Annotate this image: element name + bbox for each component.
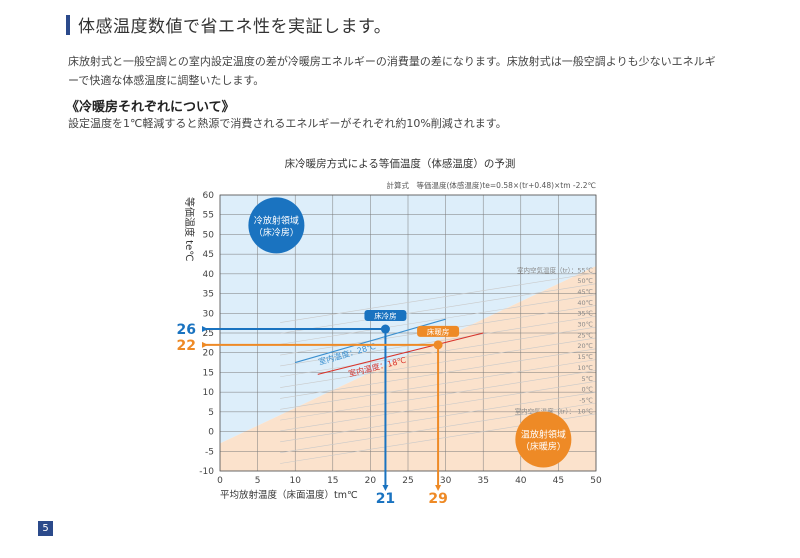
tr-label: 20℃ [577, 342, 593, 350]
page-description: 床放射式と一般空調との室内設定温度の差が冷暖房エネルギーの消費量の差になります。… [68, 55, 716, 87]
tr-label: 45℃ [577, 288, 593, 296]
tr-label: 0℃ [582, 386, 593, 394]
y-tick-label: 15 [203, 368, 214, 378]
plot-area: 室内空気温度（tr）：55℃50℃45℃40℃35℃30℃25℃20℃15℃10… [177, 191, 602, 507]
x-tick-label: 40 [515, 476, 527, 486]
y-tick-label: -10 [199, 467, 214, 477]
y-tick-label: 35 [203, 290, 214, 300]
tr-line [280, 283, 597, 334]
x-tick-label: 15 [327, 476, 338, 486]
heating-region-badge-label: 温放射領域 [521, 428, 566, 440]
cooling-v-arrow [382, 485, 389, 491]
section-description: 設定温度を1℃軽減すると熱源で消費されるエネルギーがそれぞれ約10%削減されます… [68, 117, 507, 130]
x-tick-label: 50 [590, 476, 602, 486]
page-header: 体感温度数値で省エネ性を実証します。 [66, 12, 391, 37]
tr-label: 40℃ [577, 299, 593, 307]
tr-label: 25℃ [577, 331, 593, 339]
heating-tag [417, 325, 460, 337]
cooling-y-callout: 26 [177, 322, 196, 338]
x-tick-label: 5 [255, 476, 261, 486]
cooling-region-badge-label: 冷放射領域 [254, 214, 299, 226]
heating-h-arrow [202, 341, 208, 348]
cooling-tag [364, 310, 407, 322]
chart-formula: 計算式 等価温度(体感温度)te=0.58×(tr+0.48)×tm -2.2℃ [386, 180, 596, 190]
cooling-region-badge-label: （床冷房） [254, 226, 299, 238]
heating-point [433, 340, 443, 350]
plot-frame [219, 194, 597, 472]
x-tick-label: 0 [217, 476, 223, 486]
chart-title: 床冷暖房方式による等価温度（体感温度）の予測 [285, 157, 516, 170]
y-tick-label: 50 [203, 230, 215, 240]
y-tick-label: 30 [203, 309, 215, 319]
x-axis-label: 平均放射温度（床面温度）tm℃ [220, 489, 358, 501]
tr-label: 室内空気温度（tr）：55℃ [517, 265, 593, 274]
y-tick-label: -5 [205, 447, 214, 457]
heating-y-callout: 22 [177, 338, 196, 354]
y-tick-label: 10 [203, 388, 215, 398]
x-tick-label: 45 [553, 476, 564, 486]
heating-tag-label: 床暖房 [427, 326, 450, 336]
tr-label: 10℃ [577, 364, 593, 372]
y-tick-label: 60 [203, 191, 215, 201]
heating-region-badge-label: （床暖房） [521, 440, 566, 452]
heating-x-callout: 29 [428, 491, 447, 507]
heating-v-arrow [435, 485, 442, 491]
y-tick-label: 0 [208, 428, 214, 438]
y-tick-label: 20 [203, 349, 215, 359]
tr-label: 5℃ [582, 375, 593, 383]
cooling-h-arrow [202, 326, 208, 333]
room-18c-line [317, 332, 484, 375]
title-accent-bar [66, 14, 70, 35]
heating-region-badge [515, 411, 572, 468]
tr-label: 50℃ [577, 277, 593, 285]
section-subheading: 《冷暖房それぞれについて》 [66, 100, 235, 115]
tr-line [280, 294, 597, 345]
page-title: 体感温度数値で省エネ性を実証します。 [78, 17, 392, 37]
x-tick-label: 25 [402, 476, 413, 486]
y-tick-label: 40 [203, 270, 215, 280]
cooling-region-badge [248, 197, 305, 254]
x-tick-label: 30 [440, 476, 452, 486]
x-tick-label: 10 [289, 476, 301, 486]
cooling-tag-label: 床冷房 [374, 311, 397, 321]
y-tick-label: 5 [208, 408, 214, 418]
x-tick-label: 35 [477, 476, 488, 486]
tr-line [280, 272, 597, 323]
tr-label: 室内空気温度（tr）：-10℃ [515, 406, 593, 415]
y-tick-label: 25 [203, 329, 214, 339]
cooling-point [380, 324, 390, 334]
cooling-x-callout: 21 [376, 491, 395, 507]
tr-label: 15℃ [577, 353, 593, 361]
tr-label: -5℃ [579, 396, 593, 404]
tr-label: 35℃ [577, 310, 593, 318]
page-number: 5 [38, 521, 53, 536]
x-tick-label: 20 [365, 476, 377, 486]
y-tick-label: 55 [203, 211, 214, 221]
y-tick-label: 45 [203, 250, 214, 260]
y-axis-label: 等価温度 te℃ [183, 197, 196, 261]
tr-label: 30℃ [577, 321, 593, 329]
